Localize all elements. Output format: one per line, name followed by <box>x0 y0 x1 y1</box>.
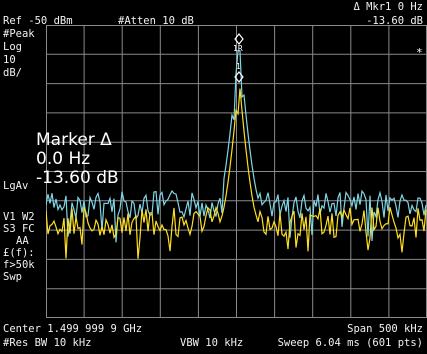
marker-level: -13.60 dB <box>36 168 119 188</box>
video-bandwidth: VBW 10 kHz <box>180 337 244 349</box>
sweep-mode: Swp <box>3 271 22 283</box>
delta-marker-value: -13.60 dB <box>366 15 423 27</box>
delta-marker-readout: Δ Mkr1 0 Hz <box>353 1 423 13</box>
spectrum-display: 1R 1 * <box>46 25 427 318</box>
marker-title: Marker Δ <box>36 130 112 150</box>
span: Span 500 kHz <box>347 323 423 335</box>
marker-frequency: 0.0 Hz <box>36 149 91 169</box>
scale-value: 10 <box>3 54 16 66</box>
aa-label: AA <box>16 235 29 247</box>
sweep-time: Sweep 6.04 ms (601 pts) <box>277 337 423 349</box>
center-frequency: Center 1.499 999 9 GHz <box>3 323 143 335</box>
frequency-threshold: f>50k <box>3 259 35 271</box>
scale-unit: dB/ <box>3 67 22 79</box>
marker-ref-label: 1R <box>233 44 243 53</box>
trace-2 <box>46 50 427 243</box>
trace-1 <box>46 88 427 259</box>
trace-setting-label: S3 FC <box>3 223 35 235</box>
reference-level: Ref -50 dBm <box>3 15 73 27</box>
scale-type: Log <box>3 41 22 53</box>
marker-readout: Marker Δ 0.0 Hz -13.60 dB <box>36 131 119 188</box>
correction-label: £(f): <box>3 247 35 259</box>
marker-reference <box>234 33 244 45</box>
marker-1 <box>234 71 244 83</box>
attenuation: #Atten 10 dB <box>118 15 194 27</box>
detector-label: #Peak <box>3 28 35 40</box>
marker-1-label: 1 <box>236 62 241 71</box>
average-type: LgAv <box>3 180 29 192</box>
resolution-bandwidth: #Res BW 10 kHz <box>3 337 92 349</box>
asterisk-icon: * <box>416 46 423 59</box>
trace-view-label: V1 W2 <box>3 211 35 223</box>
